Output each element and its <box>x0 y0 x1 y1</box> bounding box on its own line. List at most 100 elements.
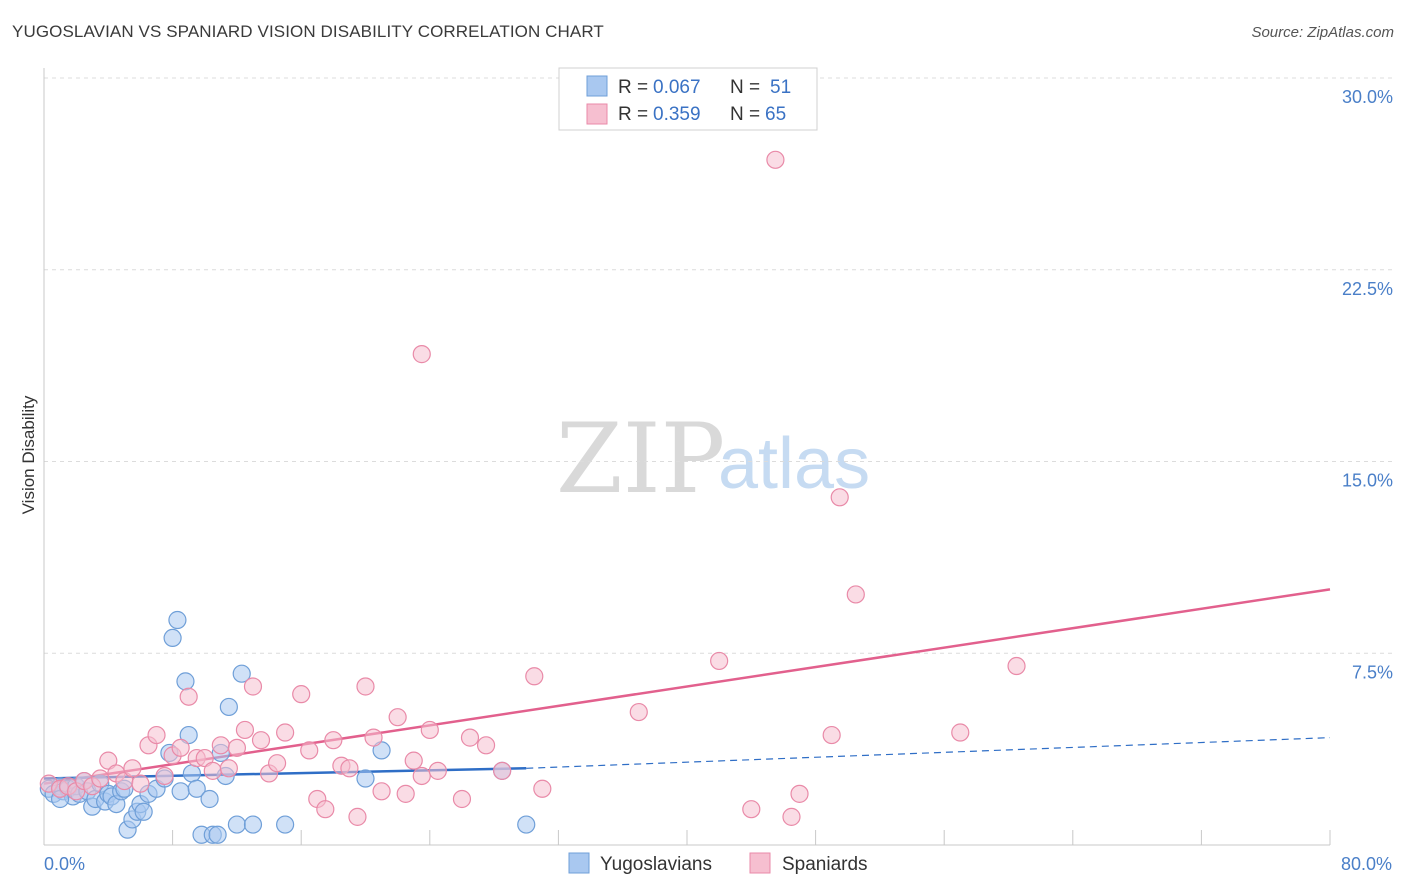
point-spaniards <box>99 751 118 770</box>
bottom-legend-swatch-yugoslavians <box>568 852 590 874</box>
legend-n-label-1: N = <box>730 77 760 98</box>
point-yugoslavians <box>276 815 295 834</box>
point-yugoslavians <box>208 825 227 844</box>
point-yugoslavians <box>232 664 251 683</box>
point-spaniards <box>412 345 431 364</box>
point-spaniards <box>452 789 472 809</box>
point-yugoslavians <box>182 764 201 783</box>
point-spaniards <box>227 738 246 757</box>
watermark-atlas: atlas <box>718 424 870 504</box>
point-yugoslavians <box>176 672 195 691</box>
point-spaniards <box>790 784 809 803</box>
point-spaniards <box>195 748 214 768</box>
point-spaniards <box>131 774 150 793</box>
point-yugoslavians <box>243 815 263 834</box>
point-spaniards <box>243 677 263 696</box>
point-spaniards <box>276 723 295 742</box>
point-spaniards <box>155 766 174 786</box>
point-spaniards <box>830 488 849 507</box>
watermark: ZIP atlas <box>556 403 870 515</box>
point-yugoslavians <box>219 697 238 717</box>
y-tick-label: 7.5% <box>1352 662 1393 682</box>
point-spaniards <box>147 725 166 745</box>
point-spaniards <box>316 800 335 819</box>
legend-r-label-1: R = <box>618 77 648 98</box>
point-spaniards <box>292 685 311 704</box>
point-spaniards <box>420 720 439 740</box>
bottom-legend-label-yugoslavians: Yugoslavians <box>600 854 712 875</box>
point-spaniards <box>766 150 785 169</box>
point-yugoslavians <box>200 789 219 809</box>
point-spaniards <box>348 807 367 826</box>
point-spaniards <box>364 728 383 747</box>
axes <box>43 68 1331 846</box>
point-spaniards <box>782 807 801 826</box>
point-spaniards <box>300 741 319 760</box>
point-spaniards <box>428 761 447 780</box>
point-spaniards <box>404 751 423 770</box>
point-spaniards <box>171 738 190 757</box>
point-spaniards <box>822 725 841 745</box>
point-spaniards <box>372 782 391 801</box>
point-spaniards <box>123 759 142 778</box>
chart-source: Source: ZipAtlas.com <box>1251 24 1394 41</box>
chart-title: YUGOSLAVIAN VS SPANIARD VISION DISABILIT… <box>12 22 604 41</box>
point-yugoslavians <box>187 779 206 798</box>
point-spaniards <box>251 731 271 750</box>
point-spaniards <box>533 779 552 798</box>
y-tick-labels: 7.5% 15.0% 22.5% 30.0% <box>1342 87 1393 682</box>
legend-r-label-2: R = <box>618 104 648 125</box>
point-spaniards <box>203 761 222 780</box>
point-spaniards <box>525 667 544 686</box>
point-spaniards <box>412 766 431 786</box>
point-spaniards <box>629 702 648 722</box>
point-spaniards <box>493 761 512 780</box>
point-yugoslavians <box>372 741 391 760</box>
point-yugoslavians <box>179 725 198 745</box>
point-yugoslavians <box>163 628 182 648</box>
point-spaniards <box>460 728 480 747</box>
point-spaniards <box>388 708 407 727</box>
point-yugoslavians <box>171 782 190 801</box>
point-spaniards <box>846 585 865 604</box>
point-spaniards <box>710 651 729 671</box>
point-yugoslavians <box>356 769 375 788</box>
watermark-zip: ZIP <box>556 403 725 515</box>
point-spaniards <box>742 800 761 819</box>
gridlines <box>44 77 1394 654</box>
point-spaniards <box>356 677 375 696</box>
point-yugoslavians <box>168 610 187 630</box>
point-yugoslavians <box>227 815 246 834</box>
point-spaniards <box>267 754 287 773</box>
y-tick-label: 15.0% <box>1342 471 1393 491</box>
bottom-legend-label-spaniards: Spaniards <box>782 854 868 875</box>
point-spaniards <box>179 687 198 706</box>
point-yugoslavians <box>517 815 536 834</box>
legend-n-value-1: 51 <box>770 77 791 98</box>
legend-swatch-yugoslavians <box>586 75 608 97</box>
y-tick-label: 22.5% <box>1342 279 1393 299</box>
correlation-legend: R = 0.067 N = 51 R = 0.359 N = 65 <box>558 67 818 131</box>
point-spaniards <box>235 720 255 740</box>
point-spaniards <box>396 784 415 803</box>
x-tick-label-max: 80.0% <box>1341 854 1392 874</box>
trendline-spaniards <box>44 588 1331 785</box>
point-spaniards <box>211 736 230 755</box>
y-axis-label: Vision Disability <box>19 395 38 514</box>
legend-swatch-spaniards <box>586 103 608 125</box>
point-spaniards <box>91 769 110 788</box>
y-tick-label: 30.0% <box>1342 87 1393 107</box>
legend-n-value-2: 65 <box>765 104 786 125</box>
x-tick-label-min: 0.0% <box>44 854 85 874</box>
point-spaniards <box>219 759 238 778</box>
point-spaniards <box>340 759 359 778</box>
legend-n-label-2: N = <box>730 104 760 125</box>
point-spaniards <box>324 731 343 750</box>
bottom-legend-swatch-spaniards <box>749 852 771 874</box>
data-points <box>39 150 1026 844</box>
legend-r-value-1: 0.067 <box>653 77 701 98</box>
trendline-yugoslavians-extension <box>526 737 1331 769</box>
legend-r-value-2: 0.359 <box>653 104 701 125</box>
point-spaniards <box>951 723 970 742</box>
